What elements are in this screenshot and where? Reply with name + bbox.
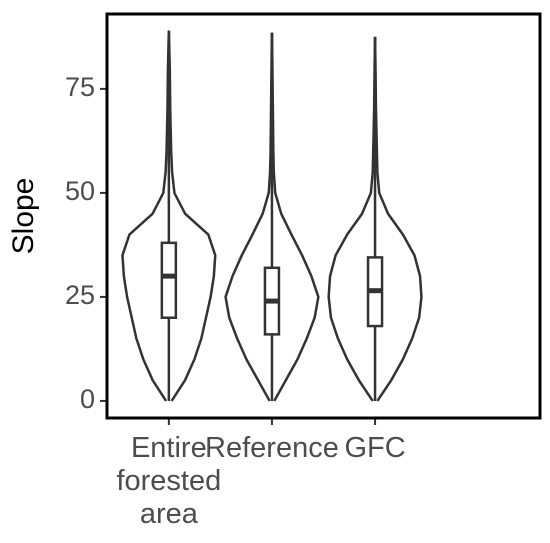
y-axis-title: Slope xyxy=(7,178,40,255)
y-tick-label: 50 xyxy=(65,176,95,206)
violin-outline xyxy=(121,30,171,402)
y-tick-label: 25 xyxy=(65,280,95,310)
y-tick-label: 75 xyxy=(65,72,95,102)
violin-outline xyxy=(224,32,274,402)
y-tick-label: 0 xyxy=(80,384,95,414)
panel-border xyxy=(105,12,542,420)
violin-outline xyxy=(270,32,320,402)
violin-outline xyxy=(167,30,217,402)
x-tick-label: Entire forested area xyxy=(116,432,222,530)
box xyxy=(160,241,178,319)
x-tick-label: GFC xyxy=(344,432,406,464)
violin-outline xyxy=(327,36,377,402)
x-tick-label: Reference xyxy=(205,432,339,464)
violin-outline xyxy=(373,36,423,402)
